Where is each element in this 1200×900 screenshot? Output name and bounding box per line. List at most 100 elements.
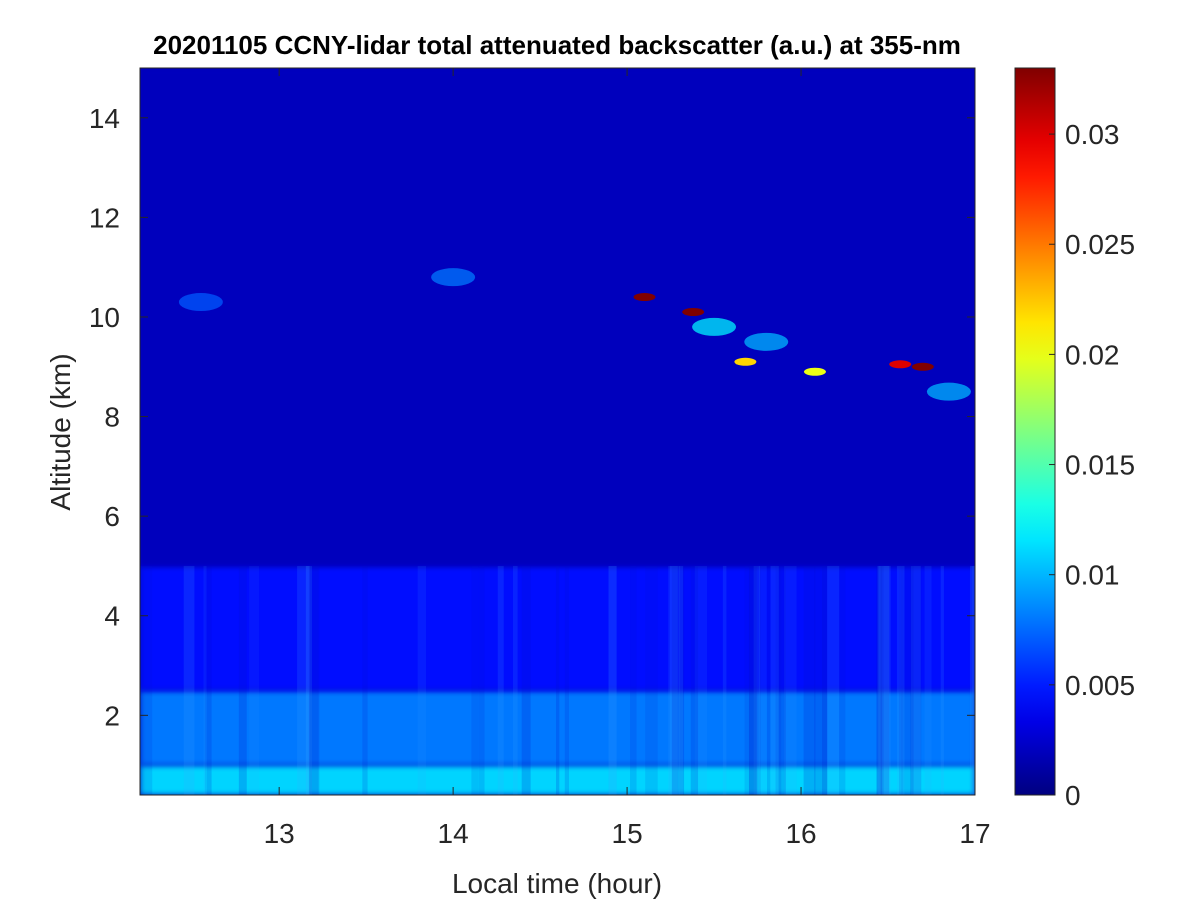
profile-stripe [497,565,504,795]
profile-stripe [744,565,757,795]
x-axis: 13 14 15 16 17 [264,68,991,849]
profile-stripe [555,565,560,795]
profile-stripe [827,565,840,795]
profile-stripe [309,565,320,795]
profile-stripe [669,565,678,795]
profile-stripe [901,565,914,795]
profile-stripe [297,565,310,795]
colorbar-ticks: 0 0.005 0.01 0.015 0.02 0.025 0.03 [1049,119,1135,811]
profile-stripe [748,565,761,795]
profile-stripe [204,565,212,795]
profile-stripe [608,565,617,795]
colorbar-frame [1014,67,1056,796]
cloud-feature [178,293,223,312]
profile-stripe [876,565,882,795]
boundary-layer-band [140,565,975,691]
profile-stripe [766,565,771,795]
time-stripes [140,565,975,795]
profile-stripe [668,565,680,795]
x-tick-label: 17 [959,818,990,849]
cloud-feature [744,332,789,351]
cloud-feature [911,362,934,371]
profile-stripe [778,565,786,795]
y-tick-label: 2 [104,700,120,731]
profile-stripe [249,565,260,795]
y-tick-label: 6 [104,501,120,532]
y-axis-label: Altitude (km) [45,353,76,510]
profile-stripe [362,565,368,795]
plot-area [140,68,975,795]
cloud-feature [889,360,912,369]
chart-title: 20201105 CCNY-lidar total attenuated bac… [153,30,961,60]
x-axis-label: Local time (hour) [452,868,662,899]
cloud-feature [926,382,971,401]
profile-stripe [207,565,212,795]
boundary-layer-bands [140,68,975,795]
colorbar-tick-label: 0.02 [1065,339,1120,370]
profile-stripe [758,565,767,795]
colorbar-tick-label: 0 [1065,780,1081,811]
profile-stripe [203,565,207,795]
profile-stripe [969,565,975,795]
profile-stripe [564,565,570,795]
y-axis: 2 4 6 8 10 12 14 [89,103,975,731]
profile-stripe [971,565,975,795]
colorbar-tick-label: 0.03 [1065,119,1120,150]
profile-stripe [940,565,944,795]
colorbar-tick-label: 0.01 [1065,560,1120,591]
cloud-feature [692,317,737,336]
profile-stripe [630,565,637,795]
profile-stripe [775,565,782,795]
boundary-layer-band [140,68,975,566]
profile-stripe [690,565,699,795]
profile-stripe [770,565,779,795]
profile-stripe [678,565,684,795]
y-tick-label: 4 [104,601,120,632]
x-tick-label: 16 [785,818,816,849]
profile-stripe [608,565,617,795]
cloud-feature [431,268,476,287]
profile-stripe [898,565,903,795]
profile-stripe [753,565,760,795]
x-tick-label: 14 [438,818,469,849]
profile-stripe [749,565,758,795]
y-tick-label: 14 [89,103,120,134]
y-tick-label: 12 [89,202,120,233]
cloud-feature [633,293,656,302]
profile-stripe [784,565,797,795]
colorbar-tick-label: 0.025 [1065,229,1135,260]
cloud-feature [803,367,826,376]
y-tick-label: 10 [89,302,120,333]
y-tick-label: 8 [104,402,120,433]
profile-stripe [878,565,891,795]
plot-frame [139,67,976,796]
colorbar [1015,68,1055,795]
profile-stripe [478,565,485,795]
profile-stripe [910,565,922,795]
profile-stripe [645,565,658,795]
cloud-feature [734,357,757,366]
profile-stripe [183,565,195,795]
cloud-feature [682,307,705,316]
profile-stripe [671,565,685,795]
cirrus-cloud-layer [178,268,971,401]
profile-stripe [238,565,247,795]
profile-stripe [877,565,890,795]
boundary-layer-band [140,690,975,766]
profile-stripe [803,565,816,795]
profile-stripe [722,565,727,795]
profile-stripe [140,565,153,795]
profile-stripe [924,565,932,795]
profile-stripe [308,565,319,795]
profile-stripe [471,565,479,795]
profile-stripe [512,565,518,795]
profile-stripe [417,565,427,795]
profile-stripe [839,565,846,795]
profile-stripe [821,565,828,795]
profile-stripe [910,565,921,795]
profile-stripe [521,565,531,795]
profile-stripe [814,565,828,795]
profile-stripe [876,565,884,795]
x-tick-label: 15 [612,818,643,849]
